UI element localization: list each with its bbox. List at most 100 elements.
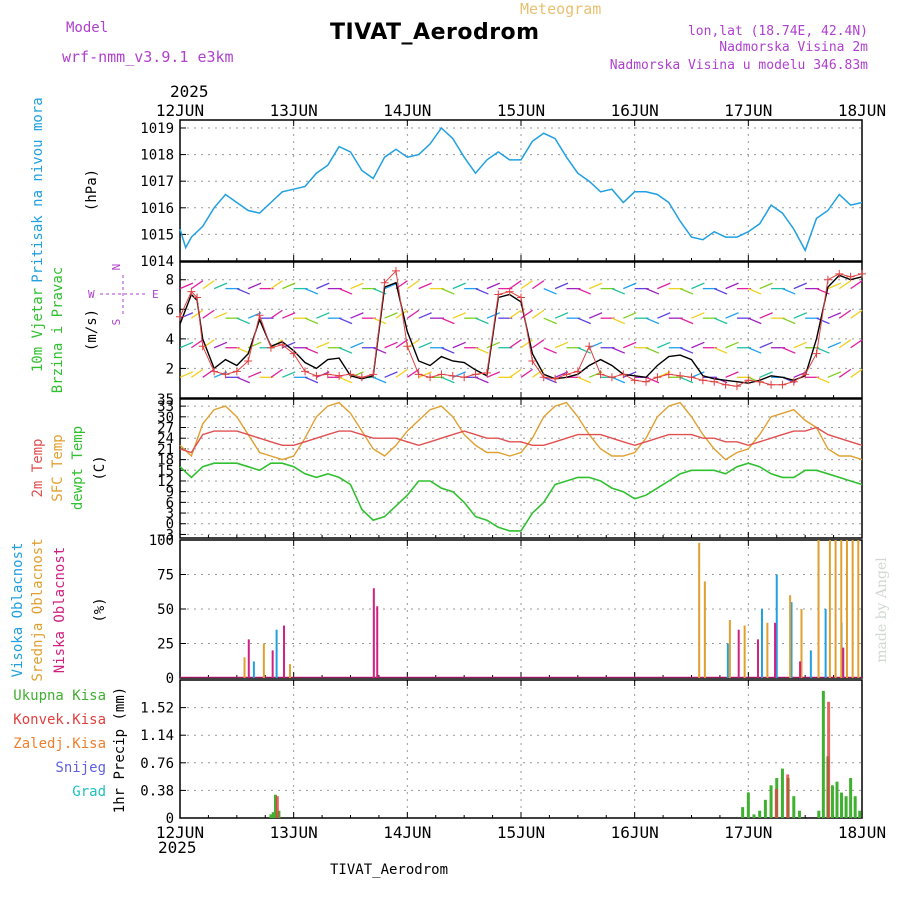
wind-arrow (316, 282, 330, 290)
x-tick-label-top: 13JUN (270, 101, 318, 120)
y-tick-label: 75 (157, 568, 174, 584)
wind-arrow (691, 371, 705, 378)
total-rain-label: Ukupna Kisa (13, 688, 106, 704)
y-tick-label: 0 (166, 811, 174, 827)
wind-arrow (213, 282, 228, 290)
model-name: wrf-nmm_v3.9.1 e3km (62, 48, 234, 66)
x-tick-label-top: 14JUN (383, 101, 431, 120)
wind-arrow (282, 312, 296, 319)
y-tick-label: 3 (166, 506, 174, 522)
wind-arrow (475, 347, 489, 354)
precip-bar (797, 810, 801, 818)
wind-arrow (816, 347, 830, 354)
info-coordinates: lon,lat (18.74E, 42.4N) (687, 24, 868, 39)
wind-arrow (838, 368, 852, 378)
wind-arrow (531, 339, 545, 349)
wind-arrow (713, 288, 728, 295)
y-tick-label: 1018 (140, 148, 174, 164)
wind-arrow (475, 317, 489, 325)
wind-arrow (543, 288, 557, 295)
wind-arrows (179, 280, 863, 384)
precip-bar (758, 810, 762, 818)
gust-marker (573, 367, 582, 376)
pressure-title: Pritisak na nivou mora (30, 97, 46, 282)
gust-marker (517, 293, 525, 302)
wind-arrow (384, 312, 398, 319)
low-cloud-title: Niska Oblacnost (52, 547, 68, 673)
wind-arrow (202, 368, 215, 378)
gust-marker (221, 370, 230, 379)
y-tick-label: 1017 (140, 174, 174, 190)
wind-arrow (350, 341, 364, 349)
wind-arrow (850, 280, 863, 290)
snow-label: Snijeg (55, 760, 106, 776)
gust-marker (710, 377, 719, 386)
wind-arrow (316, 312, 330, 319)
gust-marker (767, 380, 776, 389)
compass-e: E (152, 288, 159, 301)
wind-arrow (713, 347, 728, 354)
wind-arrow (691, 282, 705, 290)
x-tick-label-bottom: 15JUN (497, 823, 545, 842)
watermark: made by Angel (874, 557, 890, 663)
wind-arrow (782, 347, 796, 354)
wind-arrow (520, 368, 533, 378)
wind-title: 10m Vjetar (30, 288, 46, 372)
wind-arrow (816, 376, 830, 384)
y-tick-label: 1019 (140, 121, 174, 137)
wind-arrow (190, 339, 204, 349)
wind-arrow (554, 312, 569, 319)
wind-arrow (190, 309, 204, 319)
precip-bar (827, 701, 831, 818)
temp2m-line (179, 426, 863, 454)
wind-arrow (759, 341, 773, 349)
wind-arrow (338, 376, 353, 384)
y-tick-label: 50 (157, 602, 174, 618)
wind-arrow (759, 282, 773, 290)
wind-arrow (441, 317, 455, 325)
compass-w: W (88, 288, 95, 301)
precip-bar (763, 799, 767, 818)
footer-station: TIVAT_Aerodrom (330, 862, 449, 878)
sfc-temp-line (179, 401, 863, 461)
model-label: Model (66, 20, 109, 36)
gust-marker (698, 376, 707, 385)
wind-arrow (725, 371, 739, 378)
wind-arrow (679, 288, 694, 295)
wind-arrow (270, 309, 283, 319)
panel-frame (179, 119, 863, 262)
wind-arrow (304, 288, 319, 295)
gust-marker (471, 370, 480, 379)
precip-bar (271, 812, 275, 818)
gust-marker (289, 349, 298, 358)
precip-bar (792, 796, 796, 818)
wind-arrow (623, 282, 637, 290)
gust-marker (778, 380, 787, 389)
wind-arrow (782, 317, 796, 325)
wind-arrow (486, 341, 501, 349)
wind-arrow (486, 312, 501, 319)
wind-arrow (543, 347, 557, 354)
y-tick-label: 0.76 (140, 756, 174, 772)
wind-arrow (509, 339, 522, 349)
y-tick-label: 15 (157, 463, 174, 479)
precip-bar (830, 785, 834, 818)
gust-marker (505, 287, 514, 296)
wind-arrow (577, 288, 591, 295)
y-tick-label: 6 (166, 302, 174, 318)
wind-gust-line (179, 269, 863, 387)
wind-arrow (657, 282, 671, 290)
gust-marker (858, 269, 866, 278)
wind-arrow (270, 368, 283, 378)
gust-marker (562, 370, 571, 379)
gust-marker (232, 367, 241, 376)
y-tick-label: 1016 (140, 201, 174, 217)
precip-bar (273, 794, 277, 818)
x-tick-label-top: 12JUN (156, 101, 204, 120)
freezing-rain-label: Zaledj.Kisa (13, 736, 106, 752)
compass-n: N (110, 264, 123, 271)
gust-marker (357, 373, 366, 382)
wind-arrow (247, 282, 262, 290)
panel-frame (179, 398, 863, 539)
